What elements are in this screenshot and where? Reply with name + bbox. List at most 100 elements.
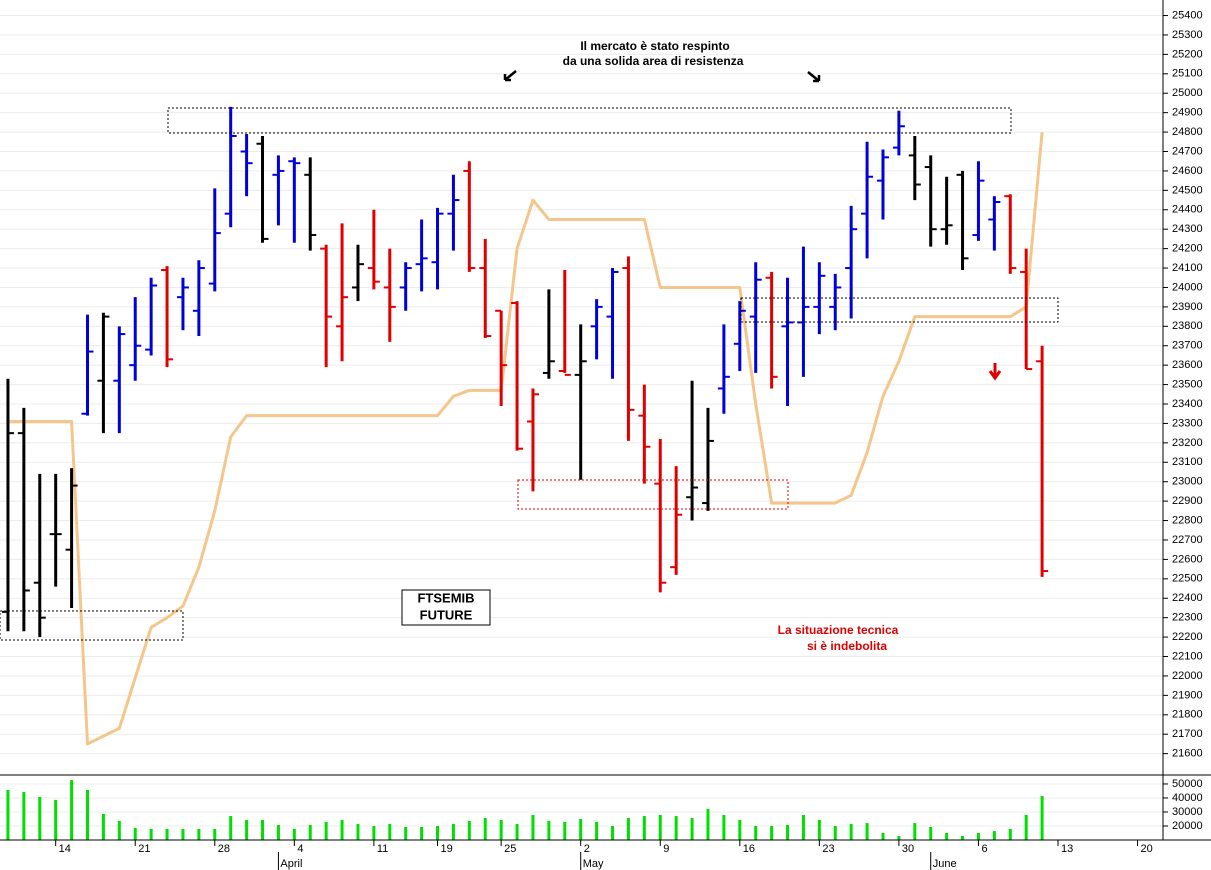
support-zone: [0, 610, 184, 641]
volume-bar: [197, 828, 201, 840]
annotation: da una solida area di resistenza: [563, 54, 744, 68]
volume-bar: [261, 819, 265, 840]
y-tick-label: 21700: [1172, 728, 1203, 740]
volume-bar: [1024, 814, 1028, 840]
volume-bar: [165, 828, 169, 840]
volume-bar: [849, 824, 853, 840]
y-tick-label: 24700: [1172, 145, 1203, 157]
volume-bar: [738, 819, 742, 840]
y-tick-label: 23200: [1172, 437, 1203, 449]
volume-bar: [404, 826, 408, 840]
volume-bar: [356, 824, 360, 840]
volume-bar: [611, 825, 615, 840]
volume-bar: [436, 825, 440, 840]
y-tick-label: 23500: [1172, 378, 1203, 390]
volume-bar: [897, 835, 901, 840]
volume-bar: [786, 825, 790, 840]
y-tick-label: 21600: [1172, 748, 1203, 760]
volume-bar: [754, 825, 758, 840]
x-tick-label: 6: [981, 843, 987, 855]
y-tick-label: 24900: [1172, 107, 1203, 119]
volume-bar: [961, 835, 965, 840]
volume-bar: [22, 791, 26, 840]
month-label: May: [583, 858, 604, 870]
volume-bar: [117, 820, 121, 840]
y-tick-label: 24000: [1172, 281, 1203, 293]
x-tick-label: 19: [441, 843, 453, 855]
volume-bar: [674, 816, 678, 840]
y-tick-label: 23300: [1172, 417, 1203, 429]
volume-bar: [945, 832, 949, 840]
volume-bar: [245, 819, 249, 840]
y-tick-label: 23900: [1172, 301, 1203, 313]
x-tick-label: 25: [504, 843, 516, 855]
volume-bar: [658, 814, 662, 840]
volume-bar: [308, 825, 312, 840]
volume-bar: [865, 823, 869, 840]
volume-bar: [324, 821, 328, 840]
y-tick-label: 30000: [1172, 806, 1203, 818]
x-tick-label: 14: [59, 843, 71, 855]
y-tick-label: 22900: [1172, 495, 1203, 507]
volume-bar: [1040, 796, 1044, 840]
volume-bar: [499, 819, 503, 840]
y-tick-label: 24600: [1172, 165, 1203, 177]
volume-bar: [388, 824, 392, 840]
y-tick-label: 50000: [1172, 778, 1203, 790]
y-tick-label: 25200: [1172, 48, 1203, 60]
volume-bar: [547, 820, 551, 840]
annotation: Il mercato è stato respinto: [580, 39, 729, 53]
y-tick-label: 25300: [1172, 29, 1203, 41]
y-tick-label: 20000: [1172, 820, 1203, 832]
y-tick-label: 24100: [1172, 262, 1203, 274]
volume-bar: [340, 819, 344, 840]
volume-bar: [976, 832, 980, 840]
volume-bar: [801, 814, 805, 840]
volume-bar: [451, 824, 455, 840]
x-tick-label: 16: [743, 843, 755, 855]
volume-bar: [595, 821, 599, 840]
y-tick-label: 22300: [1172, 612, 1203, 624]
x-tick-label: 13: [1061, 843, 1073, 855]
y-tick-label: 22700: [1172, 534, 1203, 546]
support-zone: [740, 297, 1059, 323]
y-tick-label: 24200: [1172, 243, 1203, 255]
annotation: La situazione tecnica: [778, 623, 899, 637]
y-tick-label: 23100: [1172, 456, 1203, 468]
annotation: FUTURE: [420, 607, 473, 622]
grid: [0, 15, 1163, 827]
volume-bar: [292, 828, 296, 840]
volume-bar: [133, 827, 137, 840]
indicator-line: [7, 131, 1044, 746]
y-tick-label: 25400: [1172, 9, 1203, 21]
volume-bar: [213, 828, 217, 840]
y-tick-label: 21900: [1172, 689, 1203, 701]
y-tick-label: 24400: [1172, 204, 1203, 216]
x-tick-label: 30: [902, 843, 914, 855]
y-tick-label: 40000: [1172, 792, 1203, 804]
arrow: [807, 71, 821, 83]
y-tick-label: 25100: [1172, 68, 1203, 80]
label-box: [401, 589, 491, 626]
volume-bar: [579, 818, 583, 840]
marks: [1, 106, 1049, 840]
volume-bar: [483, 818, 487, 840]
volume-bar: [722, 814, 726, 840]
volume-bar: [706, 809, 710, 840]
x-tick-label: 20: [1141, 843, 1153, 855]
volume-bar: [929, 826, 933, 840]
annotation: FTSEMIB: [417, 590, 474, 605]
y-tick-label: 24500: [1172, 184, 1203, 196]
volume-bar: [86, 789, 90, 840]
y-tick-label: 22600: [1172, 553, 1203, 565]
volume-bar: [881, 832, 885, 840]
y-tick-label: 24300: [1172, 223, 1203, 235]
volume-bar: [515, 824, 519, 840]
resistance-zone: [167, 107, 1012, 134]
volume-bar: [101, 813, 105, 840]
y-tick-label: 25000: [1172, 87, 1203, 99]
volume-bar: [626, 818, 630, 840]
volume-bar: [420, 826, 424, 840]
x-tick-label: 9: [663, 843, 669, 855]
